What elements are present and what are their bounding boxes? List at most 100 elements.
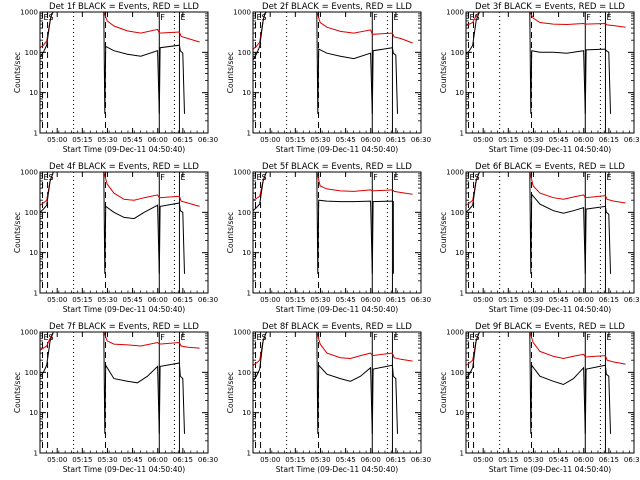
x-tick-label: 05:15 bbox=[72, 136, 92, 144]
x-tick-label: 05:15 bbox=[498, 296, 518, 304]
y-axis-label: Counts/sec bbox=[13, 212, 22, 253]
x-tick-label: 06:00 bbox=[574, 136, 594, 144]
marker-label: E bbox=[257, 13, 262, 22]
x-tick-label: 06:00 bbox=[574, 296, 594, 304]
x-axis: 05:00 05:15 05:30 05:45 06:00 06:15 06:30 Start… bbox=[252, 172, 431, 314]
x-tick-label: 06:15 bbox=[599, 296, 619, 304]
y-tick-label: 1 bbox=[34, 290, 38, 298]
marker-label: E bbox=[393, 333, 398, 342]
x-tick-label: 05:15 bbox=[498, 456, 518, 464]
y-axis-label: Counts/sec bbox=[439, 212, 448, 253]
x-tick-label: 05:00 bbox=[473, 456, 493, 464]
panel-2: Det 2f BLACK = Events, RED = LLD 1 10 100 10… bbox=[226, 2, 431, 154]
x-tick-label: 06:30 bbox=[411, 136, 431, 144]
events-series-line bbox=[40, 12, 185, 114]
y-tick-label: 1 bbox=[247, 130, 251, 138]
x-tick-label: 06:00 bbox=[361, 296, 381, 304]
y-tick-label: 1000 bbox=[20, 329, 38, 337]
x-tick-label: 06:15 bbox=[386, 456, 406, 464]
x-tick-label: 06:15 bbox=[173, 136, 193, 144]
x-tick-label: 05:45 bbox=[549, 456, 569, 464]
x-tick-label: 05:00 bbox=[260, 296, 280, 304]
plot-frame bbox=[39, 11, 209, 134]
x-tick-label: 05:00 bbox=[260, 456, 280, 464]
x-tick-label: 05:45 bbox=[549, 136, 569, 144]
marker-label: E bbox=[470, 333, 475, 342]
y-tick-label: 100 bbox=[238, 49, 251, 57]
x-tick-label: 05:15 bbox=[285, 456, 305, 464]
y-tick-label: 100 bbox=[238, 369, 251, 377]
panel-title: Det 9f BLACK = Events, RED = LLD bbox=[475, 322, 625, 332]
marker-label: F bbox=[160, 173, 165, 182]
lld-series-line bbox=[40, 172, 200, 207]
y-tick-label: 10 bbox=[242, 409, 251, 417]
panel-title: Det 8f BLACK = Events, RED = LLD bbox=[262, 322, 412, 332]
x-tick-label: 06:00 bbox=[148, 456, 168, 464]
marker-label: E bbox=[606, 173, 611, 182]
x-axis-label: Start Time (09-Dec-11 04:50:40) bbox=[489, 305, 611, 314]
x-tick-label: 06:15 bbox=[599, 136, 619, 144]
lld-series-line bbox=[40, 12, 200, 49]
y-tick-label: 1000 bbox=[20, 9, 38, 17]
marker-label: F bbox=[373, 333, 378, 342]
panel-title: Det 3f BLACK = Events, RED = LLD bbox=[475, 2, 625, 12]
x-tick-label: 06:00 bbox=[361, 456, 381, 464]
y-tick-label: 1 bbox=[460, 130, 464, 138]
panel-8: Det 8f BLACK = Events, RED = LLD 1 10 100 10… bbox=[226, 322, 431, 474]
x-tick-label: 05:45 bbox=[123, 456, 143, 464]
y-tick-label: 100 bbox=[25, 369, 38, 377]
x-tick-label: 06:15 bbox=[173, 296, 193, 304]
panel-3: Det 3f BLACK = Events, RED = LLD 1 10 100 10… bbox=[439, 2, 640, 154]
panel-title: Det 7f BLACK = Events, RED = LLD bbox=[49, 322, 199, 332]
panel-title: Det 1f BLACK = Events, RED = LLD bbox=[49, 2, 199, 12]
panel-1: Det 1f BLACK = Events, RED = LLD 1 10 100 10… bbox=[13, 2, 218, 154]
x-tick-label: 05:45 bbox=[336, 296, 356, 304]
x-tick-label: 06:15 bbox=[599, 456, 619, 464]
events-series-line bbox=[466, 12, 611, 114]
x-tick-label: 05:30 bbox=[310, 136, 330, 144]
x-tick-label: 05:45 bbox=[123, 296, 143, 304]
x-tick-label: 06:00 bbox=[148, 296, 168, 304]
events-series-line bbox=[253, 172, 394, 274]
y-axis-label: Counts/sec bbox=[226, 52, 235, 93]
y-tick-label: 1000 bbox=[233, 329, 251, 337]
x-tick-label: 06:30 bbox=[198, 136, 218, 144]
marker-label: E bbox=[606, 13, 611, 22]
y-axis-label: Counts/sec bbox=[226, 372, 235, 413]
x-tick-label: 05:30 bbox=[523, 296, 543, 304]
plot-frame bbox=[465, 331, 635, 454]
x-tick-label: 06:30 bbox=[624, 296, 640, 304]
events-series-line bbox=[40, 332, 185, 434]
x-tick-label: 05:30 bbox=[523, 456, 543, 464]
marker-label: E bbox=[470, 13, 475, 22]
panel-4: Det 4f BLACK = Events, RED = LLD 1 10 100 10… bbox=[13, 162, 218, 314]
y-tick-label: 100 bbox=[451, 209, 464, 217]
x-axis: 05:00 05:15 05:30 05:45 06:00 06:15 06:30 Start… bbox=[252, 12, 431, 154]
plot-frame bbox=[465, 171, 635, 294]
plot-frame bbox=[39, 331, 209, 454]
plot-frame bbox=[39, 171, 209, 294]
x-tick-label: 05:00 bbox=[47, 136, 67, 144]
x-tick-label: 05:00 bbox=[473, 296, 493, 304]
y-tick-label: 1000 bbox=[233, 9, 251, 17]
y-tick-label: 10 bbox=[455, 409, 464, 417]
lld-series-line bbox=[253, 12, 413, 50]
marker-label: E bbox=[44, 13, 49, 22]
x-tick-label: 05:30 bbox=[97, 456, 117, 464]
x-axis: 05:00 05:15 05:30 05:45 06:00 06:15 06:30 Start… bbox=[252, 332, 431, 474]
y-axis: 1 10 100 1000 Counts/sec bbox=[13, 169, 208, 298]
y-tick-label: 10 bbox=[242, 249, 251, 257]
events-series-line bbox=[466, 332, 611, 434]
x-tick-label: 06:15 bbox=[386, 136, 406, 144]
x-tick-label: 06:30 bbox=[411, 456, 431, 464]
x-tick-label: 05:15 bbox=[72, 296, 92, 304]
x-tick-label: 06:00 bbox=[361, 136, 381, 144]
panel-title: Det 4f BLACK = Events, RED = LLD bbox=[49, 162, 199, 172]
y-tick-label: 100 bbox=[451, 369, 464, 377]
plot-frame bbox=[252, 11, 422, 134]
